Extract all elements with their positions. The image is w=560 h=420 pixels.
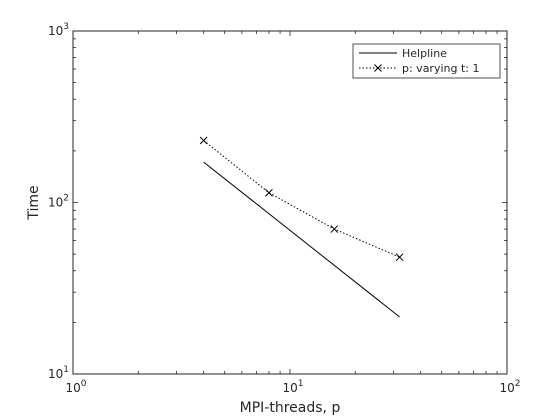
x-tick-label: 100 bbox=[65, 379, 86, 395]
legend-label: Helpline bbox=[402, 47, 447, 60]
legend-label: p: varying t: 1 bbox=[402, 62, 480, 75]
legend-box bbox=[352, 43, 501, 79]
data-point bbox=[265, 188, 273, 197]
legend-entry: p: varying t: 1 bbox=[359, 62, 480, 75]
legend: Helpline p: varying t: 1 bbox=[352, 43, 501, 79]
data-point bbox=[395, 253, 404, 262]
y-tick-label: 103 bbox=[48, 22, 69, 38]
series-layer bbox=[199, 136, 404, 318]
series-1 bbox=[203, 161, 400, 318]
data-point bbox=[199, 136, 208, 145]
y-tick-label: 102 bbox=[48, 194, 69, 210]
x-axis-label: MPI-threads, p bbox=[240, 400, 341, 416]
legend-entry: Helpline bbox=[359, 47, 447, 60]
series-line bbox=[203, 161, 400, 318]
data-point bbox=[330, 225, 339, 233]
y-axis-ticks: 101 102 103 bbox=[48, 22, 507, 381]
y-axis-label: Time bbox=[26, 185, 42, 220]
plot-area bbox=[72, 30, 508, 375]
x-axis-ticks: 100 101 102 bbox=[65, 31, 521, 395]
x-tick-label: 102 bbox=[499, 379, 520, 395]
series-line bbox=[203, 140, 400, 258]
y-tick-label: 101 bbox=[48, 365, 69, 381]
x-tick-label: 101 bbox=[282, 379, 303, 395]
series-2 bbox=[199, 136, 404, 262]
